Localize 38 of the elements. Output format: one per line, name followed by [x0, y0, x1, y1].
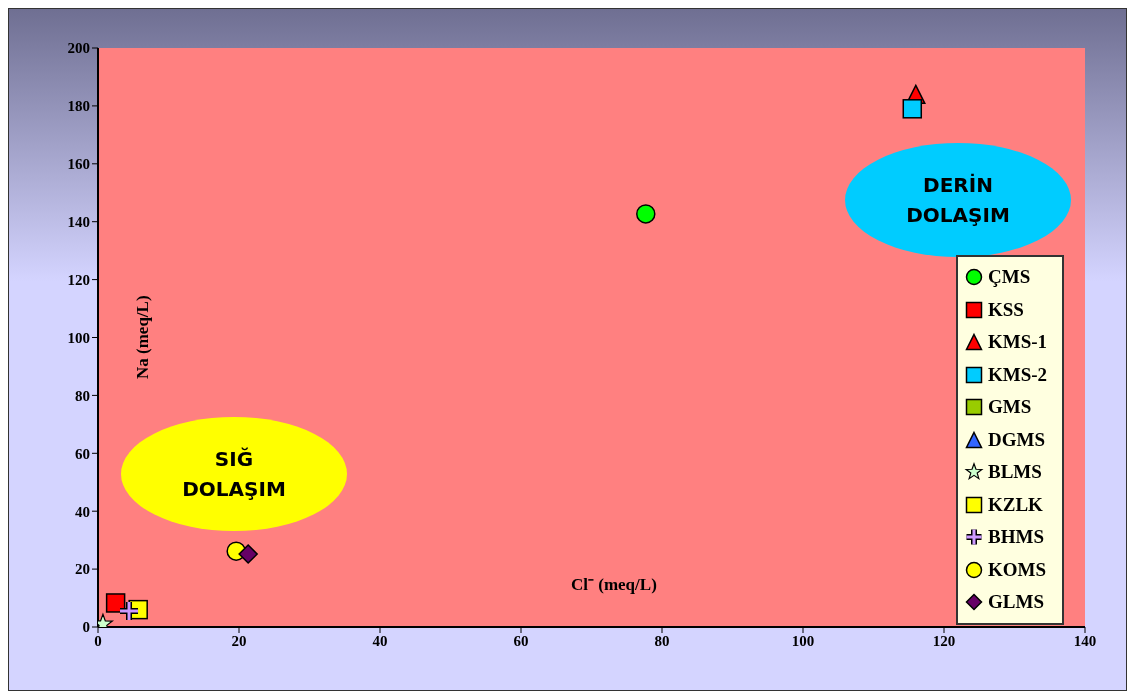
- x-tick-label: 140: [1073, 632, 1097, 649]
- legend-label: GMS: [988, 396, 1032, 419]
- x-tick-label: 120: [932, 632, 956, 649]
- x-tick-label: 40: [372, 632, 388, 649]
- x-tick-label: 20: [231, 632, 247, 649]
- legend-label: KSS: [988, 298, 1024, 321]
- y-tick-label: 180: [67, 98, 90, 115]
- y-tick-label: 200: [67, 40, 90, 57]
- point: [636, 204, 656, 224]
- point: [902, 99, 923, 119]
- point: [238, 544, 258, 564]
- legend-label: KZLK: [988, 493, 1043, 516]
- x-tick-label: 80: [654, 632, 670, 649]
- x-axis-title: Cl⁻ (meq/L): [571, 574, 657, 595]
- legend-label: KMS-1: [988, 331, 1048, 354]
- y-tick-label: 60: [75, 445, 90, 462]
- x-tick-label: 60: [513, 632, 529, 649]
- y-tick-label: 20: [75, 561, 90, 578]
- y-tick-label: 40: [75, 503, 90, 520]
- y-tick-label: 80: [75, 387, 90, 404]
- annotation: DERİN DOLAŞIM: [905, 172, 1011, 229]
- y-axis-title: Na (meq/L): [133, 295, 153, 379]
- y-tick-label: 100: [67, 329, 90, 346]
- x-tick-label: 0: [94, 632, 102, 649]
- y-tick-label: 120: [67, 271, 90, 288]
- legend-label: ÇMS: [988, 266, 1031, 289]
- x-tick-label: 100: [791, 632, 815, 649]
- legend-label: GLMS: [988, 591, 1044, 614]
- legend-label: BLMS: [988, 461, 1042, 484]
- legend-label: BHMS: [988, 526, 1044, 549]
- y-tick-label: 160: [67, 156, 90, 173]
- annotation: SIĞ DOLAŞIM: [181, 446, 287, 503]
- y-tick-label: 140: [67, 214, 90, 231]
- y-tick-label: 0: [82, 619, 90, 636]
- point: [105, 593, 126, 613]
- legend-label: KOMS: [988, 558, 1047, 581]
- legend-label: DGMS: [988, 428, 1045, 451]
- legend-label: KMS-2: [988, 363, 1048, 386]
